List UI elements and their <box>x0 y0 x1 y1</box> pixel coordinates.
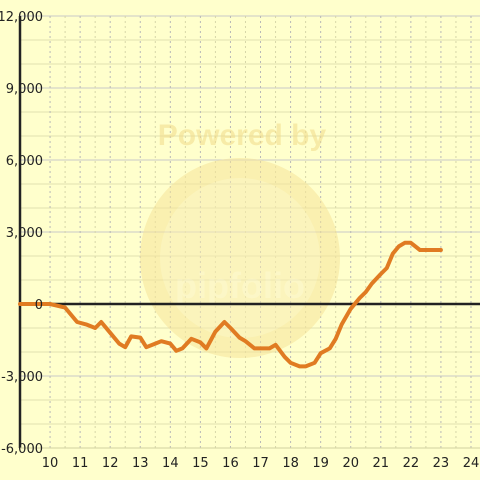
grid <box>20 15 480 449</box>
x-tick-label: 13 <box>132 456 149 471</box>
x-tick-label: 11 <box>72 456 89 471</box>
axes <box>18 16 480 449</box>
x-tick-label: 20 <box>342 456 359 471</box>
x-tick-label: 21 <box>373 456 390 471</box>
watermark-powered-by: Powered by <box>158 119 327 152</box>
y-tick-label: 0 <box>35 298 43 313</box>
x-tick-label: 22 <box>403 456 420 471</box>
x-tick-label: 19 <box>312 456 329 471</box>
x-tick-label: 17 <box>252 456 269 471</box>
x-tick-label: 10 <box>42 456 59 471</box>
y-tick-label: -3,000 <box>1 370 43 385</box>
y-tick-label: 3,000 <box>6 226 43 241</box>
watermark-coin-inner-shape <box>160 178 320 338</box>
x-tick-label: 18 <box>282 456 299 471</box>
watermark: Powered by pipfolio <box>140 119 340 358</box>
x-tick-label: 24 <box>463 456 480 471</box>
x-tick-label: 23 <box>433 456 450 471</box>
series-layer <box>18 240 443 369</box>
y-tick-label: -6,000 <box>1 442 43 457</box>
y-tick-label: 6,000 <box>6 154 43 169</box>
x-tick-label: 15 <box>192 456 209 471</box>
series-line <box>18 240 443 369</box>
watermark-brand: pipfolio <box>175 265 305 306</box>
x-tick-label: 14 <box>162 456 179 471</box>
x-tick-label: 16 <box>222 456 239 471</box>
y-tick-label: 9,000 <box>6 82 43 97</box>
y-tick-label: 12,000 <box>0 10 43 25</box>
x-tick-label: 12 <box>102 456 119 471</box>
